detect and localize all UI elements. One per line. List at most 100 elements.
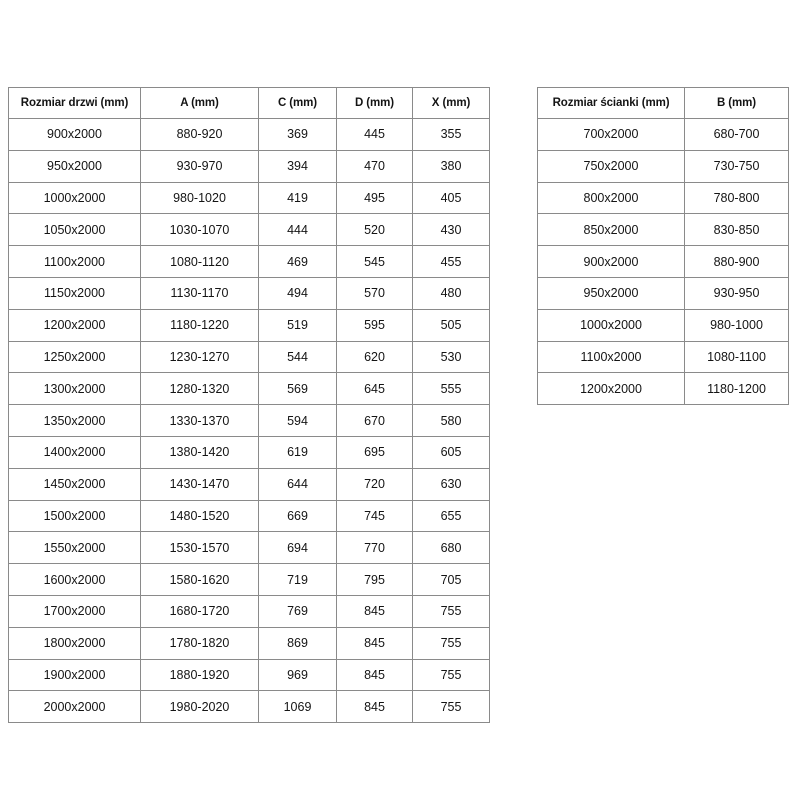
cell-b: 880-900 bbox=[684, 245, 789, 278]
cell-c: 769 bbox=[258, 594, 337, 628]
cell-door-size: 1600x2000 bbox=[8, 563, 141, 596]
table-row: 1450x2000 1430-1470 644 720 630 bbox=[8, 467, 490, 501]
cell-x: 355 bbox=[412, 118, 490, 151]
cell-door-size: 1400x2000 bbox=[8, 435, 141, 469]
cell-b: 680-700 bbox=[684, 118, 789, 151]
cell-wall-size: 1100x2000 bbox=[537, 340, 685, 374]
cell-door-size: 1100x2000 bbox=[8, 245, 141, 278]
cell-door-size: 1200x2000 bbox=[8, 308, 141, 342]
table-header-row: Rozmiar ścianki (mm) B (mm) bbox=[537, 87, 789, 119]
cell-a: 1880-1920 bbox=[140, 658, 259, 692]
cell-c: 419 bbox=[258, 181, 337, 215]
cell-wall-size: 1200x2000 bbox=[537, 372, 685, 406]
cell-a: 1180-1220 bbox=[140, 308, 259, 342]
table-row: 950x2000 930-970 394 470 380 bbox=[8, 149, 490, 183]
wall-panel-size-table: Rozmiar ścianki (mm) B (mm) 700x2000 680-… bbox=[537, 87, 789, 406]
table-row: 1150x2000 1130-1170 494 570 480 bbox=[8, 276, 490, 310]
cell-a: 1780-1820 bbox=[140, 626, 259, 660]
door-table-body: 900x2000 880-920 369 445 355 950x2000 930-970 3… bbox=[8, 118, 490, 724]
cell-c: 569 bbox=[258, 372, 337, 406]
cell-d: 795 bbox=[336, 563, 413, 596]
cell-x: 455 bbox=[412, 245, 490, 278]
cell-d: 545 bbox=[336, 245, 413, 278]
column-header-a: A (mm) bbox=[140, 87, 259, 119]
cell-x: 630 bbox=[412, 467, 490, 501]
table-row: 1300x2000 1280-1320 569 645 555 bbox=[8, 372, 490, 406]
cell-a: 1280-1320 bbox=[140, 372, 259, 406]
cell-door-size: 1350x2000 bbox=[8, 404, 141, 437]
cell-d: 720 bbox=[336, 467, 413, 501]
cell-wall-size: 850x2000 bbox=[537, 213, 685, 247]
cell-x: 430 bbox=[412, 213, 490, 247]
column-header-b: B (mm) bbox=[684, 87, 789, 119]
table-row: 1400x2000 1380-1420 619 695 605 bbox=[8, 435, 490, 469]
cell-a: 1080-1120 bbox=[140, 245, 259, 278]
cell-a: 1030-1070 bbox=[140, 213, 259, 247]
table-row: 1000x2000 980-1000 bbox=[537, 308, 789, 342]
cell-x: 580 bbox=[412, 404, 490, 437]
table-row: 750x2000 730-750 bbox=[537, 149, 789, 183]
cell-a: 1430-1470 bbox=[140, 467, 259, 501]
cell-door-size: 1900x2000 bbox=[8, 658, 141, 692]
cell-c: 394 bbox=[258, 149, 337, 183]
cell-c: 594 bbox=[258, 404, 337, 437]
cell-d: 770 bbox=[336, 531, 413, 565]
cell-a: 1380-1420 bbox=[140, 435, 259, 469]
table-header-row: Rozmiar drzwi (mm) A (mm) C (mm) D (mm) … bbox=[8, 87, 490, 119]
cell-d: 595 bbox=[336, 308, 413, 342]
cell-a: 880-920 bbox=[140, 118, 259, 151]
table-row: 1000x2000 980-1020 419 495 405 bbox=[8, 181, 490, 215]
cell-d: 495 bbox=[336, 181, 413, 215]
column-header-door-size: Rozmiar drzwi (mm) bbox=[8, 87, 141, 119]
cell-c: 1069 bbox=[258, 690, 337, 724]
cell-door-size: 1050x2000 bbox=[8, 213, 141, 247]
cell-c: 969 bbox=[258, 658, 337, 692]
cell-b: 980-1000 bbox=[684, 308, 789, 342]
cell-x: 755 bbox=[412, 658, 490, 692]
cell-c: 469 bbox=[258, 245, 337, 278]
table-row: 900x2000 880-900 bbox=[537, 245, 789, 278]
column-header-wall-size: Rozmiar ścianki (mm) bbox=[537, 87, 685, 119]
cell-a: 1680-1720 bbox=[140, 594, 259, 628]
cell-x: 755 bbox=[412, 594, 490, 628]
table-row: 800x2000 780-800 bbox=[537, 181, 789, 215]
cell-b: 780-800 bbox=[684, 181, 789, 215]
cell-wall-size: 750x2000 bbox=[537, 149, 685, 183]
table-row: 1200x2000 1180-1200 bbox=[537, 372, 789, 406]
cell-b: 1180-1200 bbox=[684, 372, 789, 406]
cell-x: 755 bbox=[412, 626, 490, 660]
table-row: 1250x2000 1230-1270 544 620 530 bbox=[8, 340, 490, 374]
cell-c: 619 bbox=[258, 435, 337, 469]
cell-d: 645 bbox=[336, 372, 413, 406]
table-row: 850x2000 830-850 bbox=[537, 213, 789, 247]
cell-c: 644 bbox=[258, 467, 337, 501]
table-row: 1700x2000 1680-1720 769 845 755 bbox=[8, 594, 490, 628]
cell-d: 845 bbox=[336, 594, 413, 628]
cell-door-size: 950x2000 bbox=[8, 149, 141, 183]
cell-x: 405 bbox=[412, 181, 490, 215]
table-row: 1350x2000 1330-1370 594 670 580 bbox=[8, 404, 490, 437]
table-row: 1600x2000 1580-1620 719 795 705 bbox=[8, 563, 490, 596]
table-row: 1200x2000 1180-1220 519 595 505 bbox=[8, 308, 490, 342]
cell-a: 1580-1620 bbox=[140, 563, 259, 596]
cell-door-size: 2000x2000 bbox=[8, 690, 141, 724]
cell-door-size: 1450x2000 bbox=[8, 467, 141, 501]
cell-x: 705 bbox=[412, 563, 490, 596]
cell-a: 1480-1520 bbox=[140, 499, 259, 533]
table-row: 950x2000 930-950 bbox=[537, 276, 789, 310]
cell-b: 1080-1100 bbox=[684, 340, 789, 374]
cell-d: 845 bbox=[336, 658, 413, 692]
cell-a: 1530-1570 bbox=[140, 531, 259, 565]
door-size-table: Rozmiar drzwi (mm) A (mm) C (mm) D (mm) … bbox=[8, 87, 490, 724]
cell-a: 980-1020 bbox=[140, 181, 259, 215]
cell-b: 930-950 bbox=[684, 276, 789, 310]
cell-d: 670 bbox=[336, 404, 413, 437]
cell-x: 655 bbox=[412, 499, 490, 533]
cell-a: 1130-1170 bbox=[140, 276, 259, 310]
table-row: 900x2000 880-920 369 445 355 bbox=[8, 118, 490, 151]
cell-c: 869 bbox=[258, 626, 337, 660]
table-row: 1500x2000 1480-1520 669 745 655 bbox=[8, 499, 490, 533]
cell-d: 445 bbox=[336, 118, 413, 151]
cell-x: 380 bbox=[412, 149, 490, 183]
